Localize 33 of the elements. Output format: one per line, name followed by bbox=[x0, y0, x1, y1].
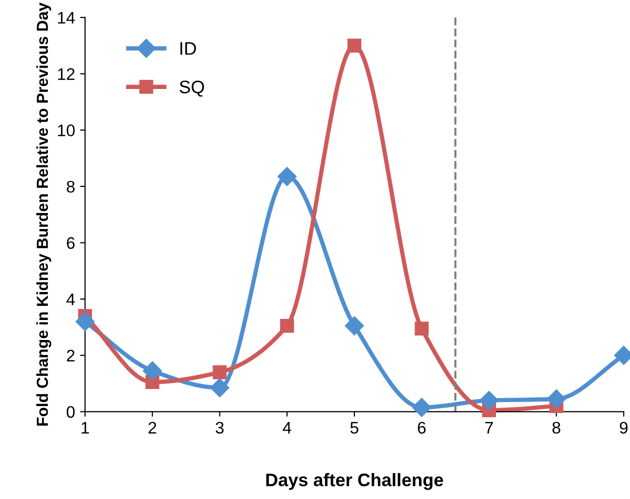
x-tick-label: 4 bbox=[282, 422, 292, 434]
y-tick-label: 14 bbox=[58, 12, 75, 24]
x-tick-label: 9 bbox=[620, 422, 628, 434]
point bbox=[212, 365, 227, 380]
y-tick-label: 6 bbox=[66, 237, 75, 249]
y-tick-label: 2 bbox=[66, 350, 74, 362]
x-tick-label: 3 bbox=[216, 422, 224, 434]
point bbox=[280, 318, 294, 333]
point bbox=[480, 390, 499, 410]
x-tick-label: 5 bbox=[350, 422, 358, 434]
point bbox=[414, 322, 429, 336]
y-axis-title: Fold Change in Kidney Burden Relative to Previous Day bbox=[36, 2, 52, 426]
y-tick-label: 12 bbox=[58, 68, 74, 80]
x-axis-title: Days after Challenge bbox=[266, 473, 444, 490]
point bbox=[278, 167, 297, 186]
point bbox=[412, 398, 432, 417]
point bbox=[142, 361, 162, 380]
point bbox=[344, 316, 364, 336]
point bbox=[76, 312, 95, 332]
point bbox=[546, 389, 566, 409]
x-tick-label: 1 bbox=[82, 422, 89, 434]
x-tick-label: 2 bbox=[148, 422, 156, 434]
x-tick-label: 8 bbox=[552, 422, 560, 434]
y-tick-label: 4 bbox=[66, 294, 75, 306]
x-tick-label: 7 bbox=[485, 422, 493, 434]
y-tick-label: 8 bbox=[66, 180, 75, 193]
y-tick-label: 0 bbox=[66, 406, 75, 418]
legend-label: SQ bbox=[180, 80, 204, 97]
legend-label: ID bbox=[180, 42, 196, 55]
point bbox=[347, 38, 362, 53]
y-tick-label: 10 bbox=[58, 124, 75, 136]
x-tick-label: 6 bbox=[418, 422, 426, 434]
point bbox=[210, 378, 230, 398]
